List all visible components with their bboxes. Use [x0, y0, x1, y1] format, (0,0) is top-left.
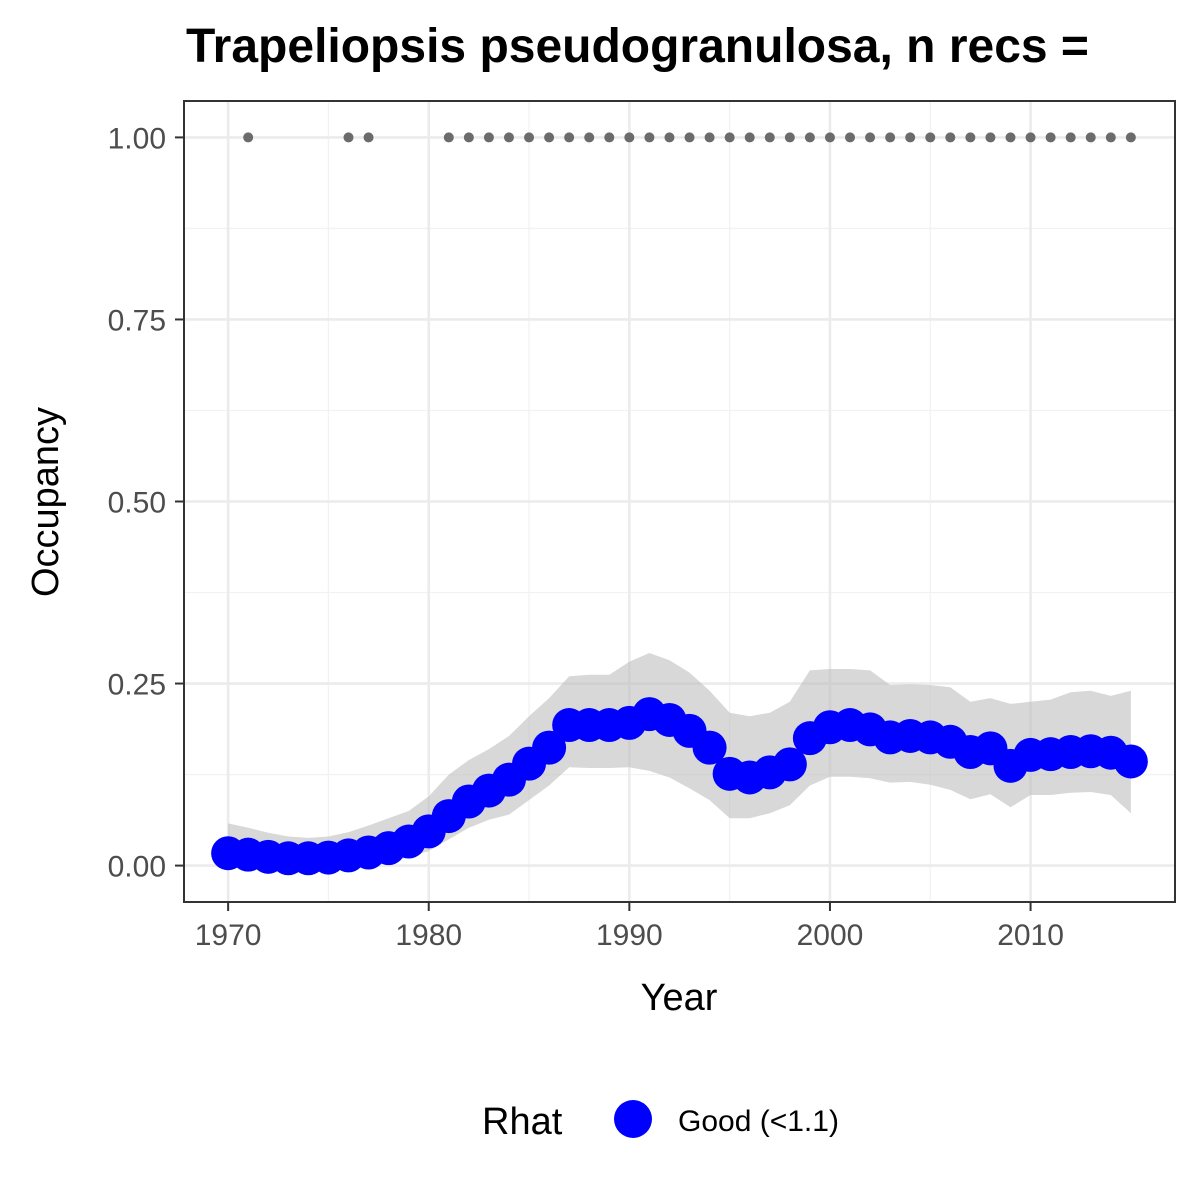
observed-presence-point	[584, 132, 595, 143]
occupancy-points-layer	[211, 697, 1148, 876]
x-tick-label: 2010	[997, 919, 1064, 952]
legend: Rhat Good (<1.1)	[482, 1100, 839, 1143]
observed-presence-point	[845, 132, 856, 143]
observed-presence-point	[824, 132, 835, 143]
observed-presence-point	[1125, 132, 1136, 143]
observed-presence-point	[804, 132, 815, 143]
y-tick-label: 1.00	[108, 122, 166, 155]
occupancy-point	[772, 747, 807, 782]
observed-presence-point	[1025, 132, 1036, 143]
observed-presence-point	[564, 132, 575, 143]
observed-presence-point	[965, 132, 976, 143]
legend-key-good	[614, 1100, 652, 1138]
observed-presence-point	[985, 132, 996, 143]
legend-title: Rhat	[482, 1101, 563, 1143]
observed-presence-point	[905, 132, 916, 143]
y-axis-title: Occupancy	[25, 407, 67, 597]
observed-presence-point	[604, 132, 615, 143]
observed-presence-point	[343, 132, 354, 143]
x-tick-label: 1970	[195, 919, 262, 952]
observed-presence-point	[463, 132, 474, 143]
y-tick-label: 0.75	[108, 304, 166, 337]
x-axis-title: Year	[641, 977, 718, 1019]
observed-presence-point	[925, 132, 936, 143]
x-tick-label: 1990	[596, 919, 663, 952]
occupancy-point	[1113, 744, 1148, 779]
observed-presence-point	[704, 132, 715, 143]
observed-presence-point	[1065, 132, 1076, 143]
y-tick-label: 0.25	[108, 669, 166, 702]
x-tick-label: 1980	[395, 919, 462, 952]
observed-presence-point	[503, 132, 514, 143]
observed-presence-point	[443, 132, 454, 143]
observed-presence-point	[764, 132, 775, 143]
observed-presence-point	[1105, 132, 1116, 143]
x-tick-label: 2000	[797, 919, 864, 952]
y-tick-label: 0.00	[108, 851, 166, 884]
observed-presence-point	[885, 132, 896, 143]
observed-presence-point	[483, 132, 494, 143]
occupancy-point	[692, 730, 727, 765]
observed-presence-point	[524, 132, 535, 143]
chart-title: Trapeliopsis pseudogranulosa, n recs =	[186, 20, 1089, 73]
observed-presence-point	[1085, 132, 1096, 143]
observed-presence-point	[644, 132, 655, 143]
observed-presence-point	[624, 132, 635, 143]
observed-presence-layer	[243, 132, 1136, 143]
observed-presence-point	[865, 132, 876, 143]
observed-presence-point	[724, 132, 735, 143]
observed-presence-point	[1045, 132, 1056, 143]
observed-presence-point	[664, 132, 675, 143]
observed-presence-point	[744, 132, 755, 143]
observed-presence-point	[945, 132, 956, 143]
legend-label-good: Good (<1.1)	[678, 1105, 839, 1138]
observed-presence-point	[544, 132, 555, 143]
y-tick-label: 0.50	[108, 487, 166, 520]
axis-layer: 1970 1980 1990 2000 2010 0.00 0.25 0.50 0.75 1.00	[108, 122, 1064, 952]
observed-presence-point	[363, 132, 374, 143]
observed-presence-point	[1005, 132, 1016, 143]
observed-presence-point	[684, 132, 695, 143]
observed-presence-point	[243, 132, 254, 143]
occupancy-point	[532, 730, 567, 765]
observed-presence-point	[784, 132, 795, 143]
